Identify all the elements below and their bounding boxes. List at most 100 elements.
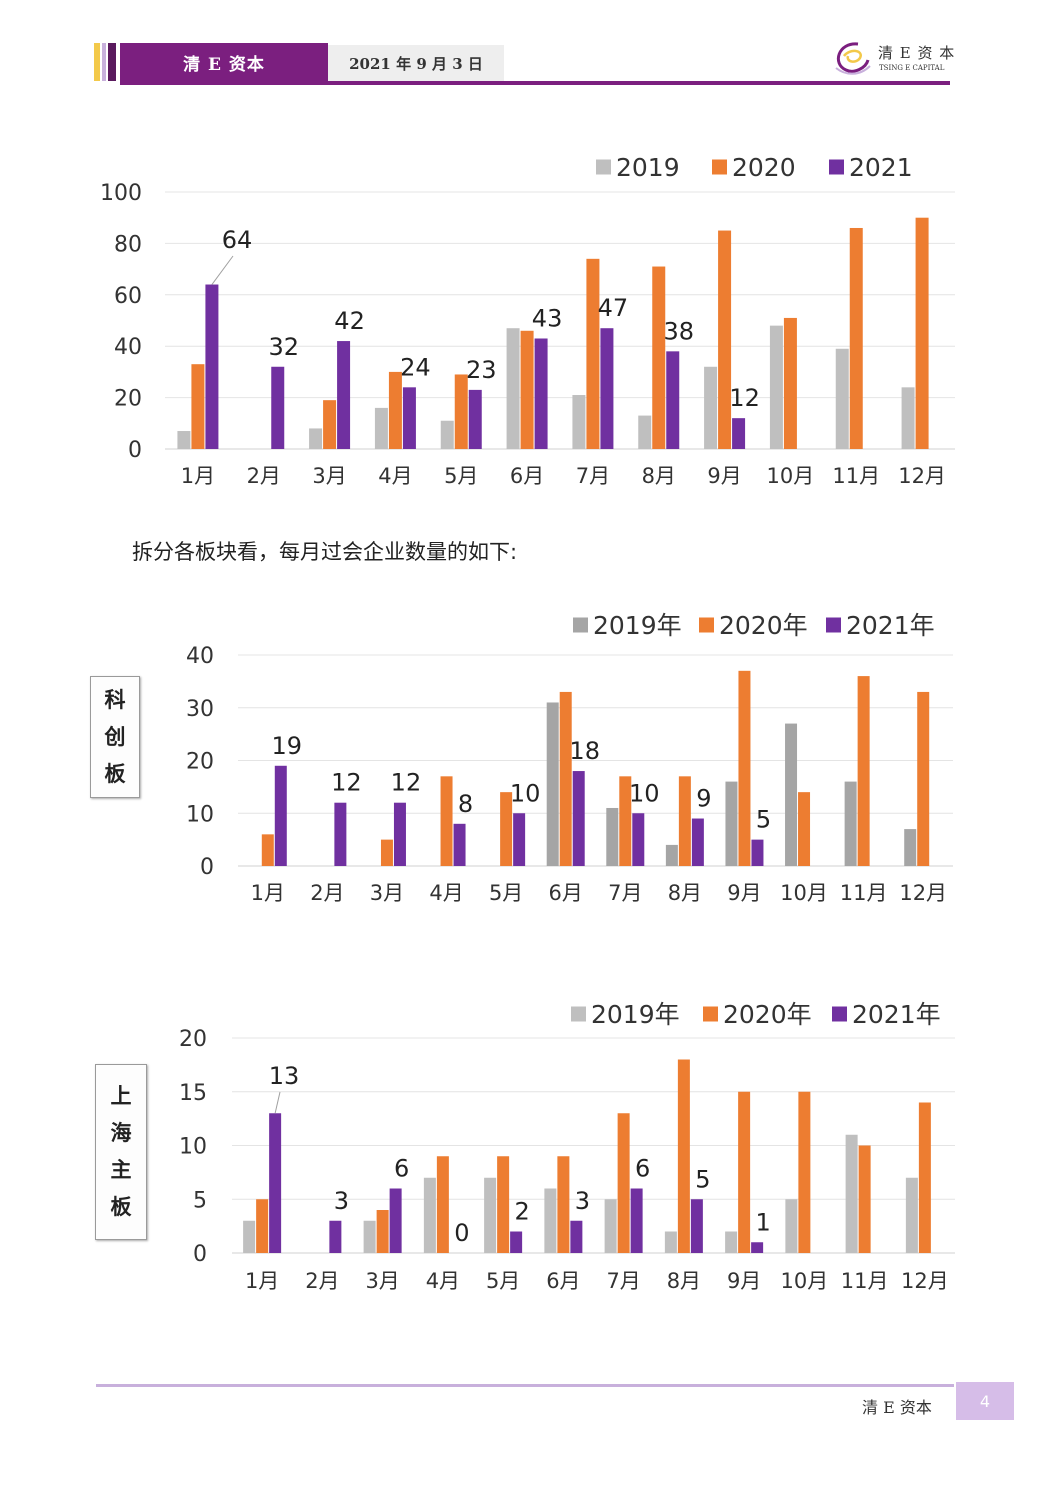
- data-label: 1: [755, 1208, 770, 1236]
- bar: [261, 834, 274, 866]
- y-tick-label: 80: [114, 232, 142, 257]
- x-tick-label: 8月: [668, 881, 702, 905]
- bar: [468, 389, 482, 449]
- bar: [570, 1220, 583, 1253]
- x-tick-label: 2月: [305, 1269, 339, 1293]
- legend-label: 2019年: [591, 1000, 680, 1029]
- y-tick-label: 20: [114, 387, 142, 412]
- bar: [798, 1091, 811, 1253]
- legend-label: 2021年: [852, 1000, 941, 1029]
- bar: [785, 1199, 798, 1253]
- legend-label: 2020年: [723, 1000, 812, 1029]
- data-label: 47: [598, 294, 629, 322]
- legend-label: 2019: [616, 153, 680, 182]
- x-tick-label: 7月: [576, 464, 610, 488]
- bar: [849, 227, 863, 449]
- chart-monthly-approvals-total: 0 20 40 60 80 100 2019 2020 2021 1月 64 2月 32 3月 42 4月 24…: [100, 153, 955, 488]
- bar: [454, 374, 468, 449]
- bar: [393, 802, 406, 866]
- y-tick-label: 0: [200, 855, 214, 880]
- bar: [388, 371, 402, 449]
- y-tick-label: 40: [114, 335, 142, 360]
- bar: [905, 1177, 918, 1253]
- x-tick-label: 1月: [181, 464, 215, 488]
- x-tick-label: 2月: [310, 881, 344, 905]
- data-label: 32: [268, 333, 299, 361]
- y-tick-label: 20: [186, 750, 214, 775]
- data-label: 12: [331, 769, 362, 797]
- header-date: 2021 年 9 月 3 日: [328, 45, 504, 81]
- bar: [269, 1113, 282, 1253]
- bar: [329, 1220, 342, 1253]
- bar: [677, 1059, 690, 1253]
- bar: [337, 341, 351, 449]
- bar: [664, 1231, 677, 1253]
- y-tick-label: 100: [100, 181, 142, 206]
- bar: [423, 1177, 436, 1253]
- bar: [732, 418, 746, 449]
- data-label: 64: [222, 226, 253, 254]
- bar: [586, 258, 600, 449]
- legend-label: 2020: [732, 153, 796, 182]
- header-stripe-dark: [108, 43, 116, 81]
- data-label-leader: [274, 1091, 281, 1114]
- bar: [751, 839, 764, 866]
- legend-label: 2021年: [846, 611, 935, 640]
- x-tick-label: 6月: [546, 1269, 580, 1293]
- legend-swatch: [571, 1006, 586, 1022]
- data-label: 19: [272, 732, 303, 760]
- bar: [798, 792, 811, 866]
- bar: [678, 776, 691, 866]
- bar: [630, 1188, 643, 1253]
- x-tick-label: 8月: [667, 1269, 701, 1293]
- bar: [572, 771, 585, 866]
- bar: [544, 1188, 557, 1253]
- bar: [510, 1231, 523, 1253]
- y-tick-label: 5: [193, 1188, 207, 1213]
- x-tick-label: 4月: [429, 881, 463, 905]
- bar: [506, 328, 520, 449]
- bar: [858, 1145, 871, 1253]
- y-tick-label: 10: [186, 802, 214, 827]
- data-label: 12: [729, 384, 760, 412]
- bar: [666, 351, 680, 449]
- side-label-kcb: 科 创 板: [90, 676, 140, 798]
- bar: [619, 776, 632, 866]
- header-stripe-lilac: [102, 43, 106, 81]
- x-tick-label: 3月: [370, 881, 404, 905]
- legend-swatch: [703, 1006, 718, 1022]
- header-rule: [120, 81, 950, 85]
- data-label: 10: [510, 779, 541, 807]
- y-tick-label: 10: [179, 1135, 207, 1160]
- bar: [309, 428, 323, 449]
- x-tick-label: 7月: [608, 881, 642, 905]
- bar: [652, 266, 666, 449]
- logo-text-en: TSING E CAPITAL: [879, 64, 945, 72]
- bar: [738, 1091, 751, 1253]
- data-label: 13: [269, 1062, 300, 1090]
- bar: [440, 776, 453, 866]
- bar: [500, 792, 513, 866]
- bar: [402, 387, 416, 449]
- x-tick-label: 11月: [841, 1269, 889, 1293]
- footer-brand: 清 E 资本: [862, 1398, 932, 1417]
- legend-label: 2020年: [719, 611, 808, 640]
- data-label: 24: [400, 353, 431, 381]
- header-brand: 清 E 资本: [120, 43, 328, 81]
- bar: [374, 407, 388, 449]
- bar: [484, 1177, 497, 1253]
- legend-swatch: [699, 617, 714, 633]
- bar: [738, 670, 751, 866]
- x-tick-label: 12月: [899, 881, 947, 905]
- x-tick-label: 8月: [642, 464, 676, 488]
- bar: [606, 807, 619, 866]
- x-tick-label: 6月: [549, 881, 583, 905]
- bar: [725, 1231, 738, 1253]
- bar: [557, 1156, 570, 1253]
- x-tick-label: 3月: [312, 464, 346, 488]
- x-tick-label: 10月: [781, 1269, 829, 1293]
- x-tick-label: 1月: [245, 1269, 279, 1293]
- data-label: 43: [532, 304, 563, 332]
- bar: [844, 781, 857, 866]
- legend-swatch: [596, 159, 611, 175]
